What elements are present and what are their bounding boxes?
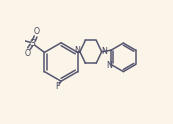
Text: O: O <box>24 48 30 58</box>
Text: N: N <box>106 62 112 70</box>
Text: O: O <box>34 27 40 36</box>
Text: F: F <box>55 82 60 91</box>
Text: N: N <box>74 46 80 55</box>
Text: N: N <box>101 46 107 56</box>
Text: S: S <box>30 39 35 48</box>
